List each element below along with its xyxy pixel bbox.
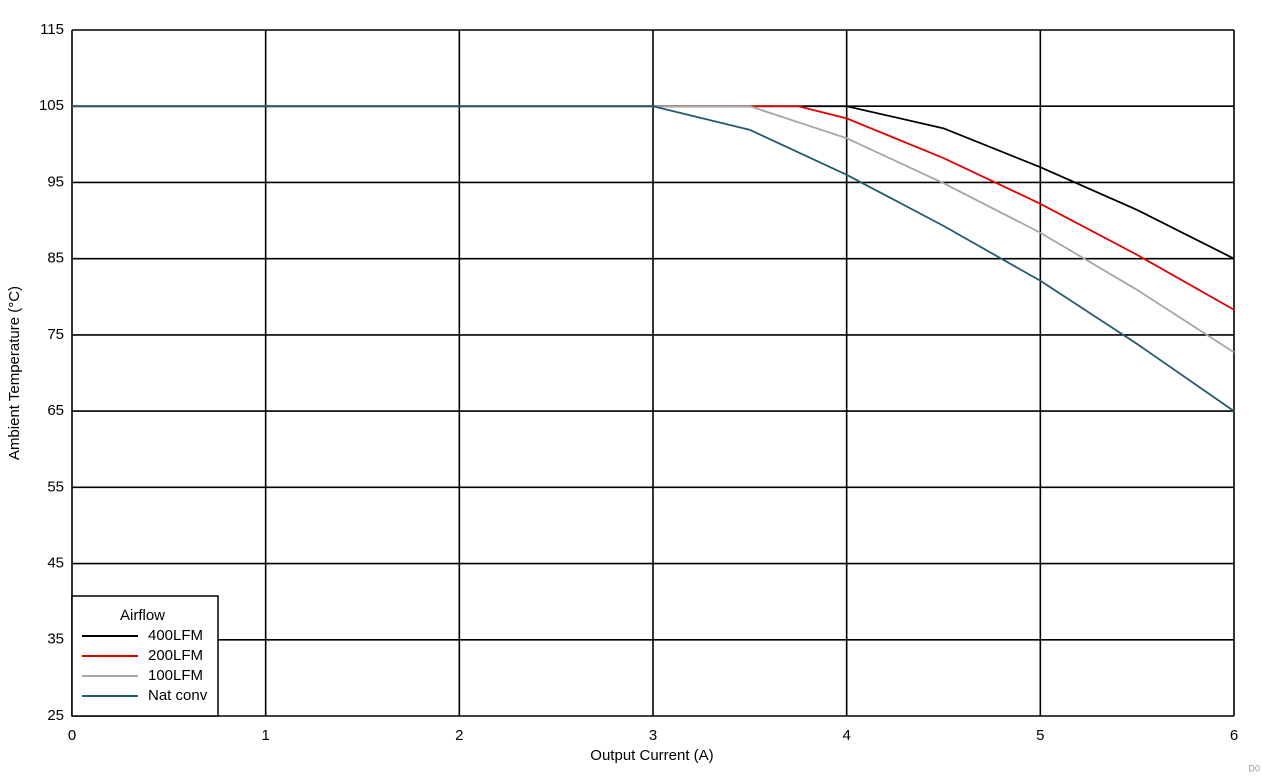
x-axis-label: Output Current (A) [590, 747, 713, 764]
legend-title: Airflow [120, 607, 165, 624]
y-tick-label: 25 [47, 707, 64, 724]
y-tick-label: 115 [40, 21, 64, 38]
y-axis-label: Ambient Temperature (°C) [6, 286, 23, 460]
y-tick-label: 105 [39, 97, 64, 114]
series-line [72, 105, 1235, 412]
x-tick-label: 5 [1036, 727, 1044, 744]
series-line [72, 105, 1235, 354]
y-tick-label: 65 [47, 402, 64, 419]
legend-label: 400LFM [148, 627, 203, 644]
y-tick-label: 35 [47, 631, 64, 648]
x-tick-label: 4 [842, 727, 850, 744]
y-tick-label: 95 [47, 173, 64, 190]
y-tick-label: 85 [47, 250, 64, 267]
footnote: D0 [1248, 763, 1260, 773]
x-tick-label: 0 [68, 727, 76, 744]
legend-label: 200LFM [148, 647, 203, 664]
y-tick-label: 55 [47, 478, 64, 495]
legend-label: Nat conv [148, 687, 208, 704]
x-tick-label: 6 [1230, 727, 1238, 744]
x-tick-label: 2 [455, 727, 463, 744]
legend-label: 100LFM [148, 667, 203, 684]
x-tick-label: 1 [261, 727, 269, 744]
y-tick-label: 75 [47, 326, 64, 343]
y-tick-label: 45 [47, 555, 64, 572]
x-tick-label: 3 [649, 727, 657, 744]
